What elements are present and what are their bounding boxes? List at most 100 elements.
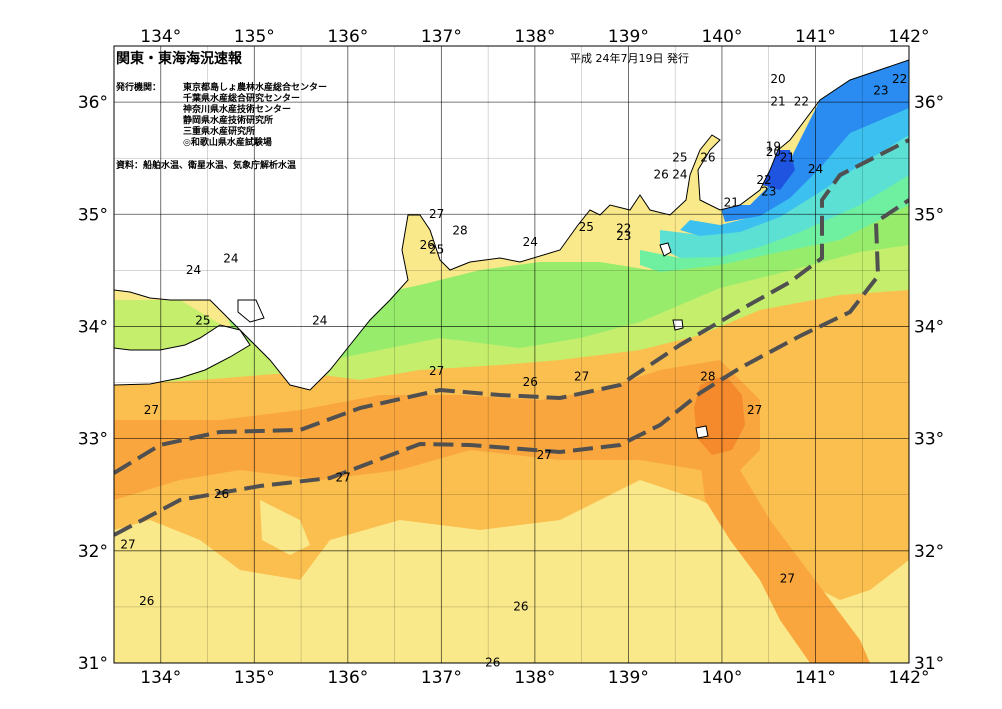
latitude-label-left: 33° [78, 430, 108, 450]
issuer-item: 千葉県水産総合研究センター [183, 92, 300, 104]
kuroshio-current [114, 138, 909, 537]
isotherm-label: 26 [523, 375, 538, 389]
land-hachijo [695, 425, 709, 439]
isotherm-label: 21 [770, 95, 785, 109]
latitude-label-right: 33° [914, 430, 944, 450]
isotherm-label: 27 [120, 538, 135, 552]
isotherm-label: 22 [794, 95, 809, 109]
latitude-label-left: 31° [78, 654, 108, 674]
zone-26-patch [260, 500, 310, 555]
land-awaji [237, 299, 265, 323]
isotherm-label: 23 [873, 83, 888, 97]
isotherm-label: 22 [756, 173, 771, 187]
issuer-label: 発行機関： [115, 81, 161, 93]
longitude-label-top: 134° [140, 27, 181, 47]
isotherm-label: 27 [780, 571, 795, 585]
longitude-labels-top: 134° 135° 136° 137° 138° 139° 140° 141° 142° [140, 27, 929, 47]
longitude-label-bottom: 141° [795, 668, 836, 688]
issuer-item: 静岡県水産技術研究所 [183, 114, 273, 126]
isotherm-label: 26 [654, 168, 669, 182]
zone-27-core [114, 360, 760, 500]
land-masses [114, 46, 909, 439]
zone-24 [220, 200, 909, 362]
issuer-item: 東京都島しょ農林水産総合センター [183, 81, 327, 93]
latitude-label-right: 32° [914, 542, 944, 562]
isotherm-label: 26 [420, 238, 435, 252]
grid-lines [114, 46, 909, 663]
issue-date: 平成 24年7月19日 発行 [570, 51, 689, 65]
isotherm-label: 21 [724, 196, 739, 210]
isotherm-label: 22 [616, 221, 631, 235]
zone-27-south [700, 460, 870, 663]
zone-23 [640, 170, 909, 272]
longitude-label-top: 139° [608, 27, 649, 47]
kuroshio-south-edge [114, 198, 909, 537]
longitude-label-bottom: 142° [889, 668, 930, 688]
isotherm-label: 27 [574, 369, 589, 383]
isotherm-label: 25 [195, 313, 210, 327]
land-miyake [672, 319, 684, 331]
zone-26-south [114, 560, 190, 663]
isotherm-label: 20 [770, 72, 785, 86]
longitude-label-bottom: 136° [327, 668, 368, 688]
land-izu-oshima [659, 242, 672, 257]
longitude-label-bottom: 135° [234, 668, 275, 688]
isotherm-label: 27 [429, 207, 444, 221]
latitude-label-right: 36° [914, 93, 944, 113]
issuer-item: 三重県水産研究所 [183, 125, 255, 137]
zone-21 [680, 105, 909, 236]
longitude-labels-bottom: 134° 135° 136° 137° 138° 139° 140° 141° 142° [140, 668, 929, 688]
isotherm-label: 24 [808, 162, 823, 176]
isotherm-label: 19 [766, 139, 781, 153]
longitude-label-top: 135° [234, 27, 275, 47]
latitude-label-left: 35° [78, 205, 108, 225]
latitude-label-left: 32° [78, 542, 108, 562]
latitude-label-right: 31° [914, 654, 944, 674]
latitude-labels-left: 36° 35° 34° 33° 32° 31° [78, 93, 108, 674]
isotherm-label: 24 [186, 263, 201, 277]
isotherm-label: 26 [513, 599, 528, 613]
isotherm-label: 24 [312, 313, 327, 327]
isotherm-label: 26 [214, 487, 229, 501]
longitude-label-bottom: 140° [701, 668, 742, 688]
data-source: 資料：船舶水温、衛星水温、気象庁解析水温 [116, 159, 296, 171]
longitude-label-top: 141° [795, 27, 836, 47]
isotherm-label: 27 [537, 448, 552, 462]
isotherm-label: 26 [139, 594, 154, 608]
latitude-label-right: 34° [914, 317, 944, 337]
isotherm-label: 27 [144, 403, 159, 417]
isotherm-label: 23 [616, 229, 631, 243]
longitude-label-top: 137° [421, 27, 462, 47]
kuroshio-north-edge [114, 138, 909, 475]
isotherm-label: 27 [429, 364, 444, 378]
isotherm-label: 20 [766, 145, 781, 159]
isotherm-label: 24 [523, 235, 538, 249]
isotherm-label: 25 [579, 220, 594, 234]
zone-26-mid [420, 560, 720, 663]
isotherm-label: 27 [336, 470, 351, 484]
issuer-list: 東京都島しょ農林水産総合センター千葉県水産総合研究センター神奈川県水産技術センタ… [183, 81, 327, 148]
isotherm-label: 26 [485, 656, 500, 670]
isotherm-label: 25 [429, 243, 444, 257]
isotherm-label: 24 [672, 168, 687, 182]
latitude-label-right: 35° [914, 205, 944, 225]
isotherm-label: 26 [700, 151, 715, 165]
zone-20 [720, 60, 909, 222]
isotherm-label: 27 [747, 403, 762, 417]
longitude-label-bottom: 134° [140, 668, 181, 688]
longitude-label-top: 142° [889, 27, 930, 47]
map-title: 関東・東海海況速報 [116, 50, 243, 67]
latitude-label-left: 36° [78, 93, 108, 113]
longitude-label-bottom: 138° [514, 668, 555, 688]
longitude-label-top: 136° [327, 27, 368, 47]
land-honshu [114, 46, 909, 391]
latitude-label-left: 34° [78, 317, 108, 337]
isotherm-label: 21 [780, 151, 795, 165]
latitude-labels-right: 36° 35° 34° 33° 32° 31° [914, 93, 944, 674]
isotherm-label: 23 [761, 184, 776, 198]
map-frame [113, 45, 910, 664]
longitude-label-bottom: 139° [608, 668, 649, 688]
issuer-item: ◎和歌山県水産試験場 [183, 136, 272, 148]
